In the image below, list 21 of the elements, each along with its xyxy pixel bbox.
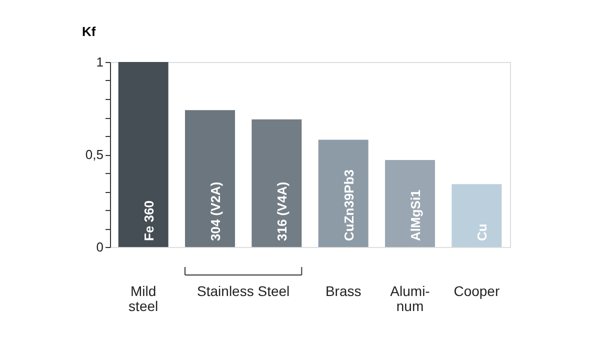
y-tick-label: 1: [96, 54, 104, 70]
x-tick-label: 316 (V4A): [274, 182, 290, 241]
y-tick-label: 0,5: [85, 147, 104, 162]
x-tick-label: Cu: [474, 224, 490, 241]
y-tick-label: 0: [96, 240, 104, 254]
bar: [452, 184, 502, 247]
x-tick-label: 304 (V2A): [208, 182, 223, 241]
bar: [185, 110, 235, 247]
bar: [385, 160, 435, 247]
text: Stainless Steel: [197, 283, 290, 299]
text: Cooper: [454, 283, 500, 299]
x-tick-label: AlMgSi1: [408, 190, 423, 241]
bar: [252, 119, 302, 247]
x-tick-label: CuZn39Pb3: [341, 169, 356, 241]
text: Alumi- num: [390, 283, 430, 314]
bar: [318, 140, 368, 247]
x-tick-label: Fe 360: [141, 200, 156, 241]
text: Brass: [325, 283, 362, 299]
text: Mild steel: [128, 283, 158, 314]
bar: [118, 62, 168, 247]
y-axis-title: Kf: [82, 24, 96, 39]
